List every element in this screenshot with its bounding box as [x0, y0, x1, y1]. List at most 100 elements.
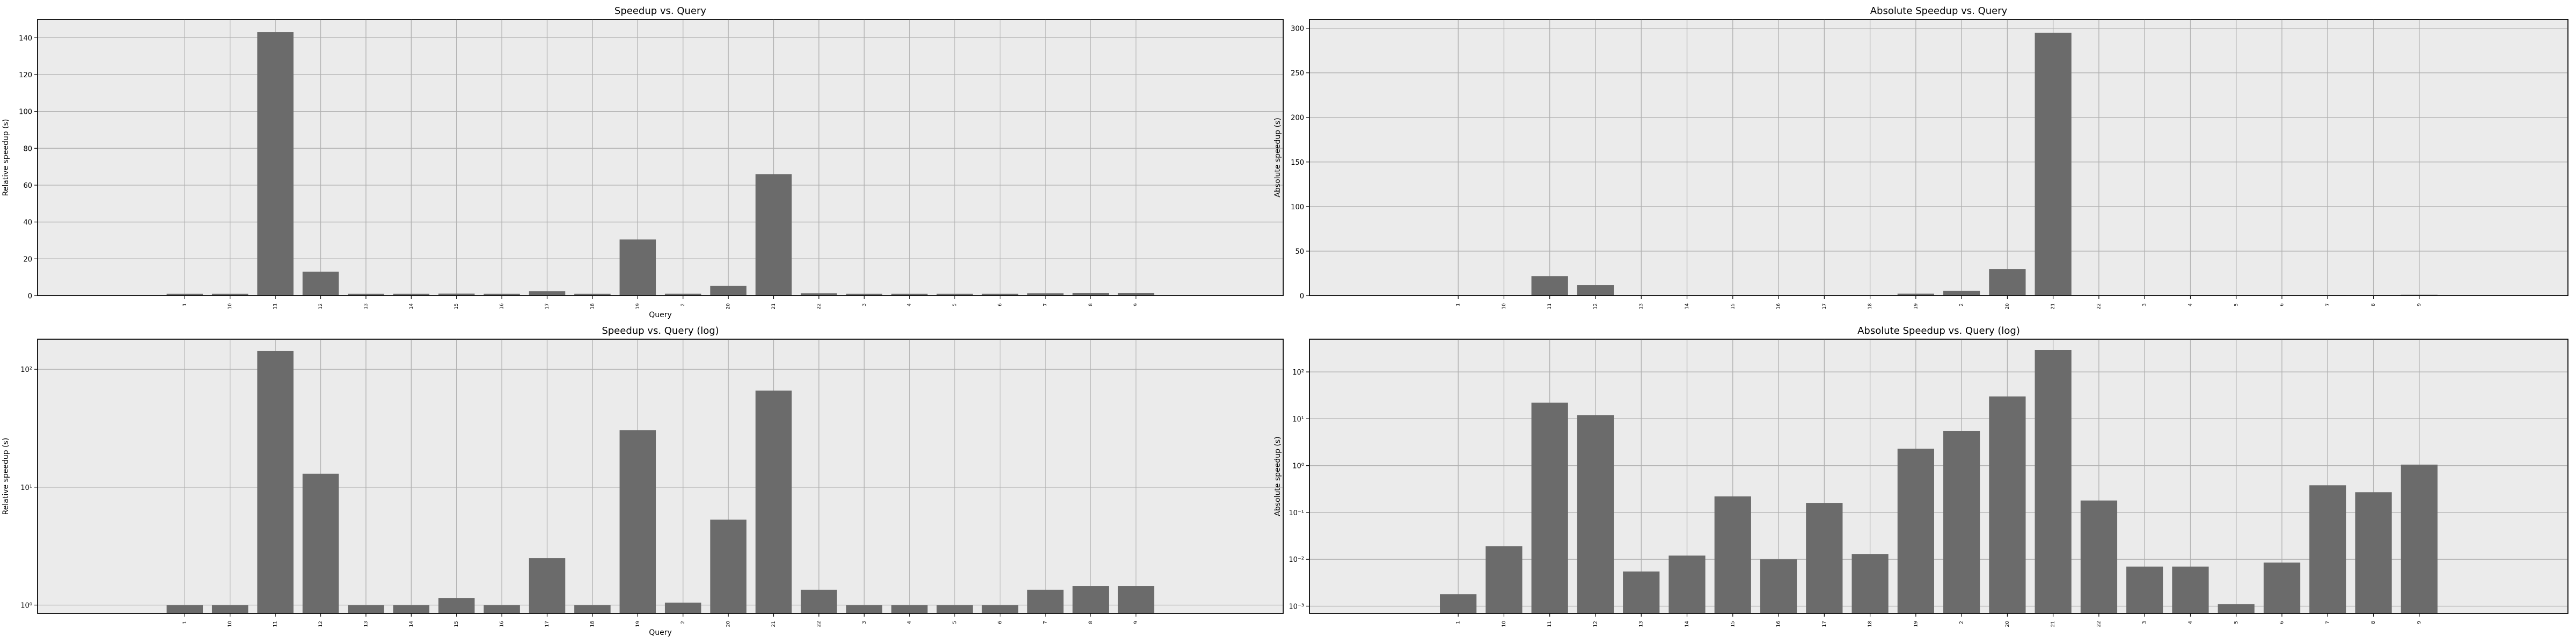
y-tick-label: 10⁻³ [1289, 603, 1304, 611]
x-tick-label: 7 [1043, 621, 1048, 624]
x-tick-label: 14 [1685, 621, 1690, 627]
y-tick-label: 150 [1291, 159, 1304, 167]
x-tick-label: 13 [363, 621, 369, 627]
chart-speedup-vs-query-log: 10⁰ 10¹ 10² 1 10 11 12 13 14 15 16 17 18 19 2 20 21 22 3 4 5… [2, 325, 1284, 637]
x-tick-label: 13 [363, 303, 369, 309]
bar-query-13 [1623, 571, 1660, 613]
bar-query-16 [484, 605, 520, 613]
bar-query-7 [1027, 293, 1064, 296]
x-tick-label: 2 [680, 621, 686, 624]
x-tick-label: 6 [998, 621, 1003, 624]
bar-query-14 [393, 605, 430, 613]
bar-query-18 [574, 294, 611, 296]
y-tick-label: 10² [20, 366, 32, 374]
bar-query-2 [664, 294, 701, 296]
bar-query-4 [2172, 566, 2209, 613]
bar-query-7 [2309, 485, 2346, 613]
bar-query-22 [801, 589, 837, 613]
bar-query-11 [1531, 402, 1568, 613]
bar-query-19 [1897, 294, 1934, 296]
bar-query-10 [211, 294, 248, 296]
x-tick-label: 19 [635, 303, 641, 310]
bar-query-10 [1485, 546, 1523, 613]
chart-absolute-speedup-vs-query: 0 50 100 150 200 250 300 1 10 11 12 13 14 15 16 17 18 19 2… [1274, 5, 2568, 309]
bar-query-8 [2355, 492, 2392, 613]
bar-query-9 [2401, 295, 2438, 296]
x-tick-label: 21 [771, 303, 777, 309]
y-tick-label: 10⁰ [20, 602, 32, 610]
bar-query-3 [846, 294, 883, 296]
x-tick-label: 14 [409, 621, 414, 627]
chart-absolute-speedup-vs-query-log: 10⁻³ 10⁻² 10⁻¹ 10⁰ 10¹ 10² 1 10 11 12 13 14 15 16 17 18… [1274, 325, 2568, 627]
bar-query-5 [936, 605, 973, 613]
plot-frame [1309, 339, 2568, 614]
x-tick-label: 20 [2005, 621, 2010, 627]
bar-query-20 [710, 519, 747, 613]
bar-query-17 [1806, 503, 1843, 613]
x-tick-label: 16 [1776, 303, 1782, 310]
y-tick-label: 0 [1300, 292, 1304, 301]
bar-query-3 [2126, 566, 2163, 613]
bar-query-2 [1943, 430, 1980, 613]
x-tick-label: 6 [998, 303, 1003, 306]
y-tick-label: 50 [1295, 248, 1304, 256]
x-tick-label: 10 [228, 303, 233, 310]
bar-query-16 [1760, 559, 1797, 613]
x-tick-label: 8 [1088, 303, 1094, 306]
x-tick-label: 18 [590, 303, 595, 310]
x-tick-label: 20 [726, 303, 731, 310]
x-tick-label: 11 [273, 303, 279, 309]
x-tick-label: 3 [862, 621, 867, 624]
bar-query-19 [1897, 449, 1934, 613]
bar-query-11 [1531, 276, 1568, 296]
bar-query-22 [2080, 500, 2118, 613]
x-tick-label: 18 [590, 621, 595, 627]
chart-speedup-vs-query: 0 20 40 60 80 100 120 140 1 10 11 12 13 14 15 16 17 18 19 2… [2, 5, 1284, 319]
x-tick-label: 21 [2051, 303, 2056, 309]
plot-frame [37, 339, 1284, 614]
x-tick-label: 6 [2280, 621, 2285, 624]
y-tick-label: 10⁻² [1289, 556, 1304, 564]
bar-query-8 [1072, 586, 1109, 613]
plot-area [37, 19, 1284, 296]
y-axis-label: Absolute speedup (s) [1274, 118, 1282, 197]
bar-query-9 [1117, 293, 1154, 296]
plot-area [1309, 19, 2568, 296]
x-tick-label: 17 [545, 621, 550, 627]
bar-query-15 [438, 598, 475, 613]
bar-query-20 [1989, 269, 2026, 296]
x-tick-label: 4 [2188, 621, 2193, 624]
y-tick-label: 120 [19, 71, 32, 79]
bar-query-2 [664, 602, 701, 613]
x-tick-label: 17 [1822, 303, 1827, 309]
y-tick-label: 200 [1291, 114, 1304, 122]
x-tick-label: 9 [1133, 621, 1139, 624]
x-tick-label: 12 [318, 621, 324, 627]
x-tick-label: 15 [1730, 621, 1736, 627]
x-tick-label: 5 [2234, 303, 2239, 306]
x-tick-label: 20 [726, 621, 731, 627]
x-tick-label: 17 [545, 303, 550, 309]
x-axis-label: Query [649, 628, 672, 637]
bar-query-18 [1851, 554, 1889, 613]
bar-query-13 [348, 294, 384, 296]
bar-query-14 [393, 294, 430, 296]
y-tick-label: 60 [23, 182, 32, 190]
x-tick-label: 16 [500, 303, 505, 310]
x-tick-label: 12 [1593, 303, 1598, 309]
x-tick-label: 1 [1456, 621, 1461, 624]
y-tick-label: 10⁻¹ [1289, 509, 1304, 517]
y-tick-label: 100 [19, 108, 32, 116]
x-tick-label: 8 [1088, 621, 1094, 624]
x-tick-label: 7 [1043, 303, 1048, 306]
chart-title: Absolute Speedup vs. Query [1870, 5, 2008, 17]
x-tick-label: 6 [2280, 303, 2285, 306]
x-tick-label: 12 [1593, 621, 1598, 627]
x-tick-label: 20 [2005, 303, 2010, 310]
bar-query-20 [710, 286, 747, 296]
bar-query-8 [1072, 293, 1109, 296]
x-tick-label: 18 [1868, 621, 1873, 627]
x-tick-label: 17 [1822, 621, 1827, 627]
bar-query-6 [982, 605, 1019, 613]
